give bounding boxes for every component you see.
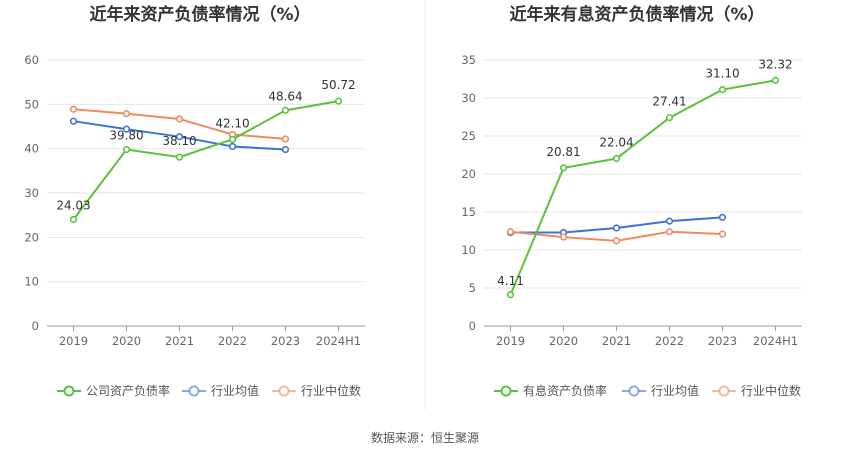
y-tick-label: 5 <box>469 281 476 295</box>
data-point <box>228 142 237 151</box>
data-point <box>506 228 515 236</box>
legend-label: 行业中位数 <box>741 383 801 398</box>
data-label: 39.80 <box>109 129 143 143</box>
y-tick-label: 0 <box>469 319 476 333</box>
data-point <box>69 105 78 113</box>
y-tick-label: 10 <box>461 243 476 257</box>
data-label: 32.32 <box>758 57 792 71</box>
legend-swatch-marker <box>500 385 512 397</box>
data-point <box>771 76 780 84</box>
series-line <box>72 100 339 221</box>
legend-item[interactable]: 公司资产负债率 <box>57 383 170 398</box>
chart-title: 近年来资产负债率情况（%） <box>89 4 310 25</box>
data-point <box>718 86 727 94</box>
chart-title: 近年来有息资产负债率情况（%） <box>509 4 764 25</box>
data-label: 50.72 <box>321 78 355 92</box>
legend-item[interactable]: 行业均值 <box>622 383 699 398</box>
data-point <box>175 133 184 141</box>
legend-label: 有息资产负债率 <box>523 383 607 398</box>
y-tick-label: 30 <box>24 186 39 200</box>
data-point <box>281 145 290 154</box>
data-point <box>228 135 237 143</box>
data-point <box>612 154 621 163</box>
legend-swatch-marker <box>188 385 200 397</box>
data-label: 38.10 <box>162 134 196 148</box>
data-point <box>69 117 78 125</box>
data-point <box>612 224 621 232</box>
data-point <box>718 230 727 238</box>
y-tick-label: 25 <box>461 129 476 143</box>
data-label: 48.64 <box>268 89 302 103</box>
data-point <box>334 97 343 105</box>
legend-swatch-marker <box>278 385 290 397</box>
x-tick-label: 2023 <box>271 334 300 348</box>
legend-item[interactable]: 行业中位数 <box>712 383 801 398</box>
y-tick-label: 10 <box>24 275 39 289</box>
data-point <box>506 291 515 299</box>
legend-swatch-marker <box>628 385 640 397</box>
legend-item[interactable]: 行业均值 <box>182 383 259 398</box>
legend-label: 公司资产负债率 <box>86 383 170 398</box>
x-tick-label: 2021 <box>602 334 631 348</box>
y-tick-label: 35 <box>461 53 476 67</box>
legend-label: 行业均值 <box>651 383 699 398</box>
legend-label: 行业均值 <box>211 383 259 398</box>
data-point <box>559 164 568 172</box>
x-tick-label: 2022 <box>655 334 684 348</box>
x-tick-label: 2023 <box>708 334 737 348</box>
y-tick-label: 20 <box>461 167 476 181</box>
series-line <box>509 79 776 296</box>
data-point <box>122 145 131 154</box>
data-label: 20.81 <box>546 145 580 159</box>
y-tick-label: 15 <box>461 205 476 219</box>
data-label: 22.04 <box>599 135 633 149</box>
x-tick-label: 2024H1 <box>316 334 361 348</box>
right-chart: 近年来有息资产负债率情况（%） 0 5 10 15 20 25 30 35 2019 2020 202… <box>461 4 802 398</box>
x-tick-label: 2024H1 <box>753 334 798 348</box>
left-chart: 近年来资产负债率情况（%） 0 10 20 30 40 50 60 2019 2020 2021 20… <box>24 4 365 398</box>
data-point <box>175 115 184 123</box>
x-tick-label: 2019 <box>496 334 525 348</box>
y-tick-label: 60 <box>24 53 39 67</box>
data-point <box>612 237 621 245</box>
y-tick-label: 0 <box>32 319 39 333</box>
data-label: 31.10 <box>705 67 739 81</box>
y-tick-label: 40 <box>24 142 39 156</box>
legend-swatch-marker <box>63 385 75 397</box>
data-point <box>175 153 184 161</box>
x-tick-label: 2019 <box>59 334 88 348</box>
legend-swatch-marker <box>718 385 730 397</box>
data-point <box>665 217 674 225</box>
y-tick-label: 30 <box>461 91 476 105</box>
data-point <box>665 114 674 122</box>
y-tick-label: 50 <box>24 97 39 111</box>
data-point <box>665 228 674 236</box>
x-tick-label: 2020 <box>549 334 578 348</box>
data-label: 42.10 <box>215 116 249 130</box>
data-point <box>122 110 131 118</box>
data-source-note: 数据来源：恒生聚源 <box>371 430 479 445</box>
y-tick-label: 20 <box>24 230 39 244</box>
x-tick-label: 2021 <box>165 334 194 348</box>
legend-label: 行业中位数 <box>301 383 361 398</box>
data-point <box>281 106 290 114</box>
data-point <box>559 233 568 241</box>
data-label: 27.41 <box>652 95 686 109</box>
x-tick-label: 2022 <box>218 334 247 348</box>
data-label: 4.11 <box>497 274 524 288</box>
legend-item[interactable]: 有息资产负债率 <box>494 383 607 398</box>
data-point <box>281 135 290 143</box>
legend-item[interactable]: 行业中位数 <box>272 383 361 398</box>
data-point <box>718 213 727 221</box>
data-label: 24.03 <box>56 198 90 212</box>
data-point <box>69 215 78 224</box>
data-point <box>122 125 131 133</box>
x-tick-label: 2020 <box>112 334 141 348</box>
